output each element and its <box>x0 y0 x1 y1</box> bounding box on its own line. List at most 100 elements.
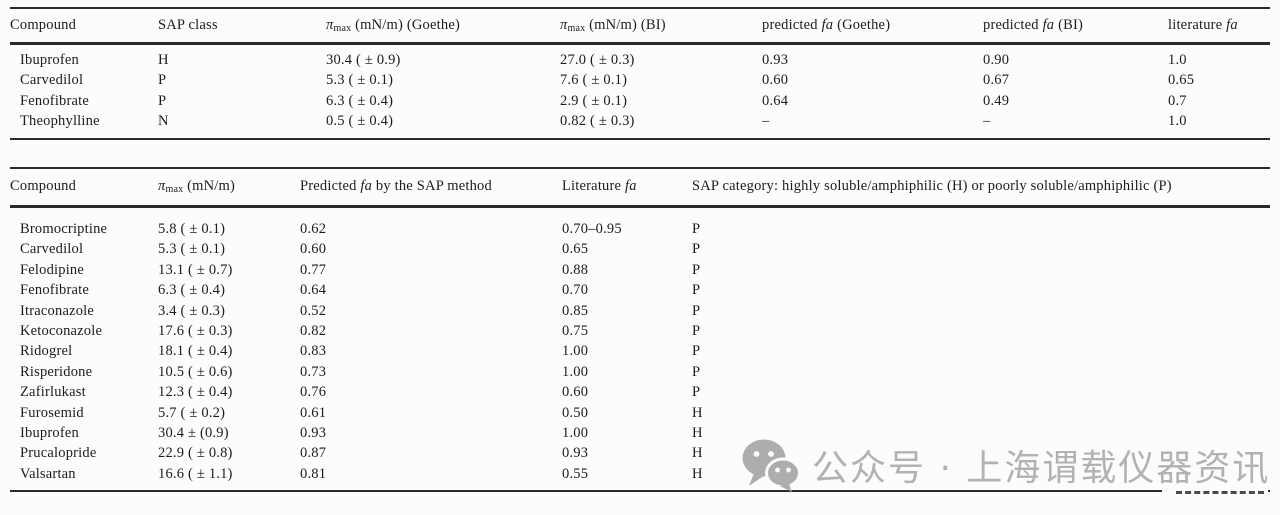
table-row: Valsartan 16.6 ( ± 1.1) 0.81 0.55 H <box>10 464 1270 491</box>
table-cell: 1.00 <box>562 425 589 442</box>
table-cell: Carvedilol <box>20 72 84 89</box>
table-cell: 18.1 ( ± 0.4) <box>158 343 233 360</box>
table-row: Fenofibrate 6.3 ( ± 0.4) 0.64 0.70 P <box>10 280 1270 300</box>
table-cell: – <box>762 112 770 129</box>
table-cell: Ibuprofen <box>20 425 79 442</box>
table-cell: 6.3 ( ± 0.4) <box>326 92 394 109</box>
table-cell: H <box>692 465 703 482</box>
table-cell: 0.93 <box>762 52 789 68</box>
table-cell: 0.5 ( ± 0.4) <box>326 112 394 129</box>
table-cell: 0.88 <box>562 261 589 278</box>
table-cell: P <box>692 221 701 237</box>
results-table-goethe-vs-bi: Compound SAP class πmax (mN/m) (Goethe) πma… <box>10 7 1270 141</box>
table-cell: 13.1 ( ± 0.7) <box>158 261 233 278</box>
column-header: πmax (mN/m) <box>158 168 300 208</box>
table-row: Ketoconazole 17.6 ( ± 0.3) 0.82 0.75 P <box>10 321 1270 341</box>
table-cell: – <box>983 112 991 129</box>
table-row: Furosemid 5.7 ( ± 0.2) 0.61 0.50 H <box>10 403 1270 423</box>
table-cell: P <box>692 363 701 380</box>
table-cell: 1.00 <box>562 343 589 360</box>
table-cell: 27.0 ( ± 0.3) <box>560 52 635 68</box>
table-cell: 0.93 <box>300 425 327 442</box>
table-cell: 0.60 <box>762 72 789 89</box>
column-header: Compound <box>10 168 158 208</box>
column-header: Predicted fa by the SAP method <box>300 168 562 208</box>
table-cell: 0.75 <box>562 323 589 340</box>
column-header: Compound <box>10 8 158 45</box>
table-cell: Valsartan <box>20 465 76 482</box>
table-row: Risperidone 10.5 ( ± 0.6) 0.73 1.00 P <box>10 362 1270 382</box>
table-cell: 0.82 <box>300 323 327 340</box>
table-cell: 5.7 ( ± 0.2) <box>158 404 226 421</box>
table-cell: Ridogrel <box>20 343 73 360</box>
table-cell: 0.73 <box>300 363 327 380</box>
table-cell: P <box>692 323 701 340</box>
table-row: Theophylline N 0.5 ( ± 0.4) 0.82 ( ± 0.3) – –… <box>10 111 1270 139</box>
table-cell: 5.8 ( ± 0.1) <box>158 221 226 237</box>
table-cell: 0.77 <box>300 261 327 278</box>
table-row: Ibuprofen H 30.4 ( ± 0.9) 27.0 ( ± 0.3) 0.93… <box>10 44 1270 71</box>
scan-artifact-dashes <box>1162 489 1268 497</box>
column-header: πmax (mN/m) (BI) <box>560 8 762 45</box>
column-header: SAP category: highly soluble/amphiphilic… <box>692 168 1270 208</box>
table-header: Compound πmax (mN/m) Predicted fa by the S… <box>10 168 1270 208</box>
table-cell: P <box>692 261 701 278</box>
table-cell: 0.93 <box>562 445 589 462</box>
table-cell: 0.83 <box>300 343 327 360</box>
table-row: Carvedilol P 5.3 ( ± 0.1) 7.6 ( ± 0.1) 0.60 0… <box>10 70 1270 90</box>
table-cell: 0.76 <box>300 384 327 401</box>
table-cell: H <box>692 425 703 442</box>
table-cell: 0.85 <box>562 302 589 319</box>
table-cell: 1.0 <box>1168 112 1187 129</box>
table-cell: 30.4 ( ± 0.9) <box>326 52 401 68</box>
table-cell: 0.52 <box>300 302 327 319</box>
table-cell: 0.61 <box>300 404 327 421</box>
table-cell: 0.62 <box>300 221 327 237</box>
table-body: Bromocriptine 5.8 ( ± 0.1) 0.62 0.70–0.95 P C… <box>10 207 1270 492</box>
table-cell: Furosemid <box>20 404 84 421</box>
table-cell: Fenofibrate <box>20 282 90 299</box>
table-cell: 6.3 ( ± 0.4) <box>158 282 226 299</box>
table-cell: 1.0 <box>1168 52 1187 68</box>
table-body: Ibuprofen H 30.4 ( ± 0.9) 27.0 ( ± 0.3) 0.93… <box>10 44 1270 140</box>
column-header: predicted fa (Goethe) <box>762 8 983 45</box>
table-cell: P <box>692 384 701 401</box>
table-cell: 0.65 <box>1168 72 1195 89</box>
table-cell: P <box>158 92 167 109</box>
table-cell: Felodipine <box>20 261 85 278</box>
table-cell: 30.4 ± (0.9) <box>158 425 229 442</box>
table-cell: 0.87 <box>300 445 327 462</box>
table-cell: 16.6 ( ± 1.1) <box>158 465 233 482</box>
table-row: Prucalopride 22.9 ( ± 0.8) 0.87 0.93 H <box>10 443 1270 463</box>
table-cell: Risperidone <box>20 363 93 380</box>
table-row: Ridogrel 18.1 ( ± 0.4) 0.83 1.00 P <box>10 341 1270 361</box>
table-cell: P <box>692 343 701 360</box>
table-cell: 0.7 <box>1168 92 1187 109</box>
table-cell: P <box>158 72 167 89</box>
table-cell: 12.3 ( ± 0.4) <box>158 384 233 401</box>
table-cell: H <box>692 404 703 421</box>
table-cell: N <box>158 112 169 129</box>
column-header: Literature fa <box>562 168 692 208</box>
table-cell: 0.65 <box>562 241 589 258</box>
header-row: Compound πmax (mN/m) Predicted fa by the S… <box>10 168 1270 208</box>
table-cell: 7.6 ( ± 0.1) <box>560 72 628 89</box>
table-cell: Prucalopride <box>20 445 97 462</box>
column-header: SAP class <box>158 8 326 45</box>
table-cell: 22.9 ( ± 0.8) <box>158 445 233 462</box>
table-cell: H <box>158 52 169 68</box>
table-cell: 0.60 <box>562 384 589 401</box>
table-cell: 0.50 <box>562 404 589 421</box>
table-cell: P <box>692 302 701 319</box>
table-cell: P <box>692 241 701 258</box>
table-row: Itraconazole 3.4 ( ± 0.3) 0.52 0.85 P <box>10 301 1270 321</box>
table-cell: 5.3 ( ± 0.1) <box>158 241 226 258</box>
table-cell: 10.5 ( ± 0.6) <box>158 363 233 380</box>
table-row: Felodipine 13.1 ( ± 0.7) 0.77 0.88 P <box>10 260 1270 280</box>
table-cell: Fenofibrate <box>20 92 90 109</box>
table-row: Zafirlukast 12.3 ( ± 0.4) 0.76 0.60 P <box>10 382 1270 402</box>
results-table-sap-method: Compound πmax (mN/m) Predicted fa by the S… <box>10 167 1270 493</box>
column-header: πmax (mN/m) (Goethe) <box>326 8 560 45</box>
table-cell: 5.3 ( ± 0.1) <box>326 72 394 89</box>
table-cell: 0.55 <box>562 465 589 482</box>
